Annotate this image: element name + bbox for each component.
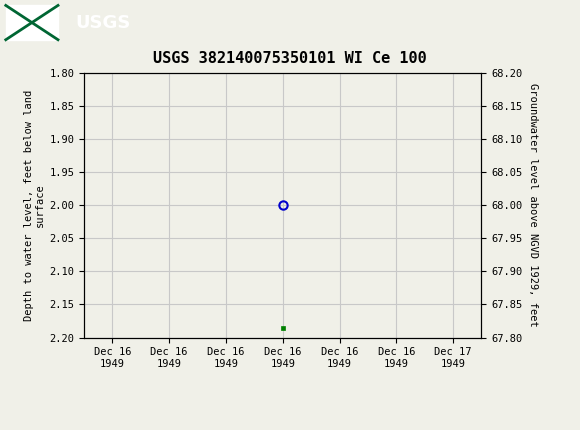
FancyBboxPatch shape: [6, 6, 58, 40]
Text: USGS: USGS: [75, 14, 130, 31]
Text: USGS 382140075350101 WI Ce 100: USGS 382140075350101 WI Ce 100: [153, 51, 427, 65]
Y-axis label: Depth to water level, feet below land
surface: Depth to water level, feet below land su…: [24, 90, 45, 321]
Y-axis label: Groundwater level above NGVD 1929, feet: Groundwater level above NGVD 1929, feet: [528, 83, 538, 327]
